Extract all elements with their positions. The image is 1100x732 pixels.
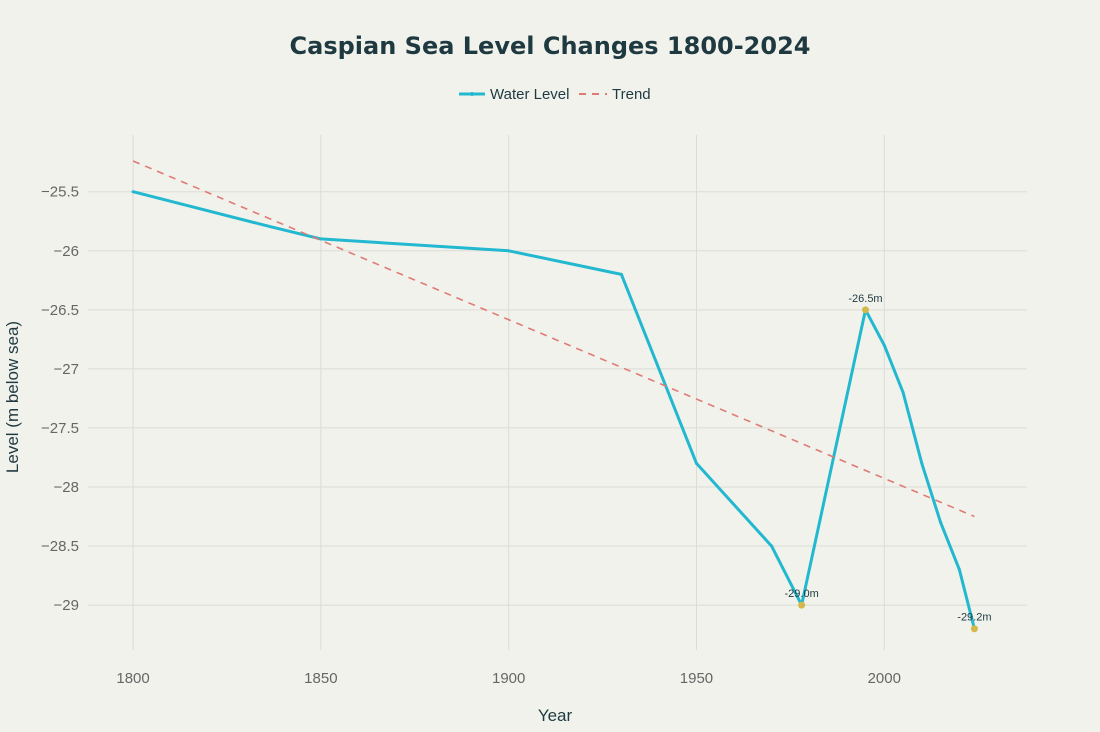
x-axis-label: Year [538,706,573,725]
annotation-marker [861,306,869,314]
annotation-label: -29.0m [785,588,819,600]
data-point [957,568,961,572]
legend-item-trend[interactable]: Trend [579,86,651,103]
x-tick-label: 1950 [680,670,713,687]
data-point [882,343,886,347]
legend-label-water-level: Water Level [490,86,569,103]
grid [88,135,1027,650]
y-tick-label: −26.5 [41,302,79,319]
data-point [920,461,924,465]
y-axis-ticks: −25.5 −26 −26.5 −27 −27.5 −28 −28.5 −29 [41,184,79,614]
y-tick-label: −26 [54,243,79,260]
data-point [131,190,135,194]
x-tick-label: 1850 [304,670,337,687]
x-tick-label: 1900 [492,670,525,687]
y-tick-label: −28 [54,479,79,496]
y-tick-label: −25.5 [41,184,79,201]
series-line-water-level [132,190,976,630]
legend-item-water-level[interactable]: Water Level [459,86,569,103]
annotation-marker [970,625,978,633]
data-point [901,391,905,394]
annotations: -29.0m -26.5m -29.2m [785,293,992,633]
y-tick-label: −27 [54,361,79,378]
data-point [507,249,511,253]
y-axis-label: Level (m below sea) [3,321,22,473]
data-point [319,237,323,241]
annotation-marker [798,601,806,609]
legend-label-trend: Trend [612,86,651,103]
data-point [939,520,943,524]
y-tick-label: −27.5 [41,420,79,437]
chart-title: Caspian Sea Level Changes 1800-2024 [290,32,811,60]
y-tick-label: −29 [54,597,79,614]
data-point [270,225,274,229]
legend: Water Level Trend [459,86,651,103]
series-line-trend [132,160,975,518]
x-tick-label: 2000 [868,670,901,687]
legend-marker-water-level [470,92,474,96]
x-axis-ticks: 1800 1850 1900 1950 2000 [116,670,901,687]
annotation-label: -29.2m [957,612,991,624]
data-point [694,461,698,465]
annotation-label: -26.5m [848,293,882,305]
series-layer [131,160,976,631]
data-point [619,272,623,276]
data-point [770,544,774,548]
y-tick-label: −28.5 [41,538,79,555]
x-tick-label: 1800 [116,670,149,687]
